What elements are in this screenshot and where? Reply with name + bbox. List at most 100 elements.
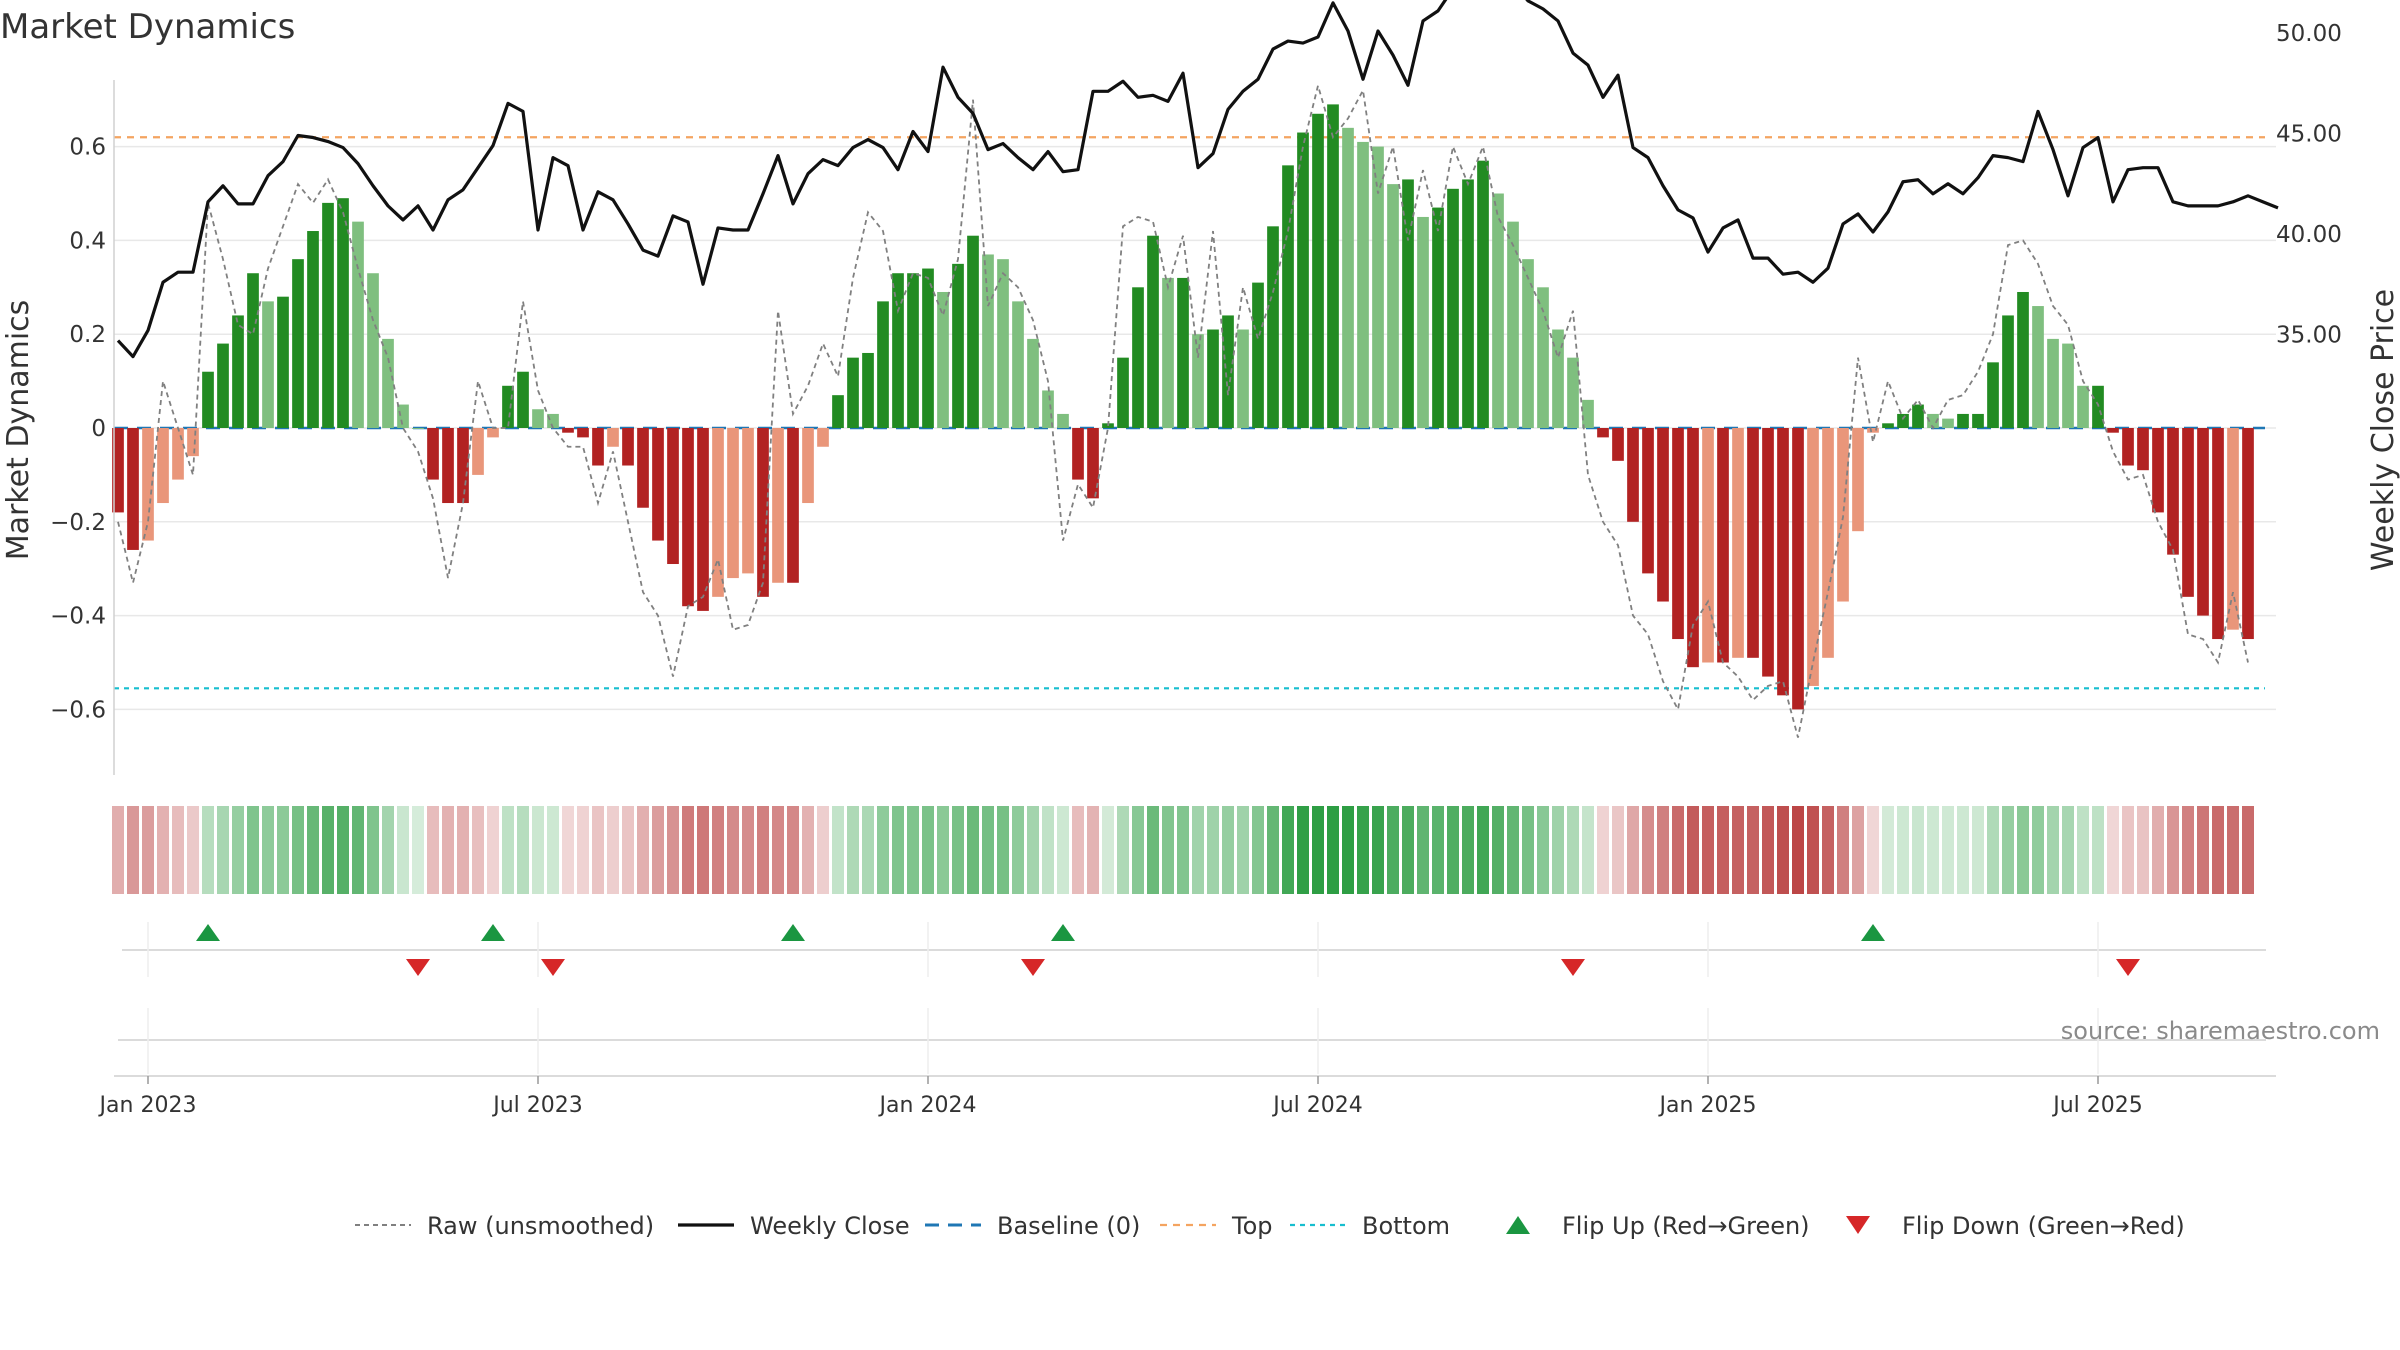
bar [1357,141,1369,428]
heat-cell [2242,806,2254,894]
bar [112,428,124,513]
y-tick-label-right: 35.00 [2276,323,2342,349]
bar [622,428,634,466]
heat-cell [1222,806,1234,894]
bar [247,273,259,428]
bar [757,428,769,597]
bar [772,428,784,583]
bar [1462,179,1474,428]
bar [862,352,874,428]
bar [2107,428,2119,433]
heat-cell [892,806,904,894]
y-tick-label-right: 45.00 [2276,122,2342,148]
bar [1117,357,1129,428]
heat-cell [2032,806,2044,894]
regime-heat-strip [112,806,2254,894]
heat-cell [802,806,814,894]
heat-cell [1342,806,1354,894]
bar [427,428,439,480]
heat-cell [307,806,319,894]
heat-cell [1762,806,1774,894]
heat-cell [1147,806,1159,894]
legend-item: Top [1160,1212,1273,1240]
heat-cell [2002,806,2014,894]
legend-label: Raw (unsmoothed) [427,1212,654,1240]
bar [1897,413,1909,428]
heat-cell [967,806,979,894]
flip-down-marker [406,959,430,976]
heat-cell [532,806,544,894]
bar [1507,221,1519,428]
bar [652,428,664,541]
flip-up-marker [481,924,505,941]
flip-down-marker [1021,959,1045,976]
bar [667,428,679,565]
heat-cell [1642,806,1654,894]
bar [1522,259,1534,428]
bar [187,428,199,457]
heat-cell [442,806,454,894]
heat-cell [757,806,769,894]
bar [1222,315,1234,428]
heat-cell [922,806,934,894]
y-tick-label-right: 40.00 [2276,222,2342,248]
bar [1702,428,1714,663]
heat-cell [817,806,829,894]
heat-cell [1057,806,1069,894]
heat-cell [382,806,394,894]
bar [352,221,364,428]
bar [952,263,964,428]
bar [1582,399,1594,428]
heat-cell [1987,806,1999,894]
bar [1957,413,1969,428]
bar [1432,207,1444,428]
heat-cell [397,806,409,894]
legend-label: Top [1231,1212,1273,1240]
legend-item: Raw (unsmoothed) [355,1212,654,1240]
legend-label: Flip Up (Red→Green) [1562,1212,1810,1240]
bar [1987,362,1999,428]
bar [307,231,319,428]
heat-cell [202,806,214,894]
bar [1267,226,1279,428]
y-tick-label-right: 50.00 [2276,21,2342,47]
flip-up-marker [781,924,805,941]
bar [1627,428,1639,522]
legend-item: Baseline (0) [925,1212,1140,1240]
heat-cell [2182,806,2194,894]
heat-cell [427,806,439,894]
bar [217,343,229,428]
bar [2002,315,2014,428]
heat-cell [1297,806,1309,894]
legend-item: Flip Up (Red→Green) [1506,1212,1810,1240]
source-note: source: sharemaestro.com [2061,1017,2380,1045]
bar [292,259,304,428]
heat-cell [1072,806,1084,894]
y-tick-label-left: 0.4 [69,228,106,254]
bar [1822,428,1834,658]
heat-cell [457,806,469,894]
heat-cell [1597,806,1609,894]
bar [1162,277,1174,428]
heat-cell [877,806,889,894]
bar [2242,428,2254,640]
raw-series [117,82,2249,738]
bar [487,428,499,438]
bar [457,428,469,504]
legend-label: Baseline (0) [997,1212,1140,1240]
x-tick-label: Jul 2025 [2051,1093,2143,1118]
heat-cell [1687,806,1699,894]
bar [1207,329,1219,428]
bar [127,428,139,550]
bar [142,428,154,541]
heat-cell [352,806,364,894]
bar [1597,428,1609,438]
heat-cell [1567,806,1579,894]
heat-cell [322,806,334,894]
bar [1147,235,1159,428]
bar [2212,428,2224,640]
bar [1087,428,1099,499]
heat-cell [2062,806,2074,894]
heat-cell [862,806,874,894]
raw-line [117,82,2249,738]
